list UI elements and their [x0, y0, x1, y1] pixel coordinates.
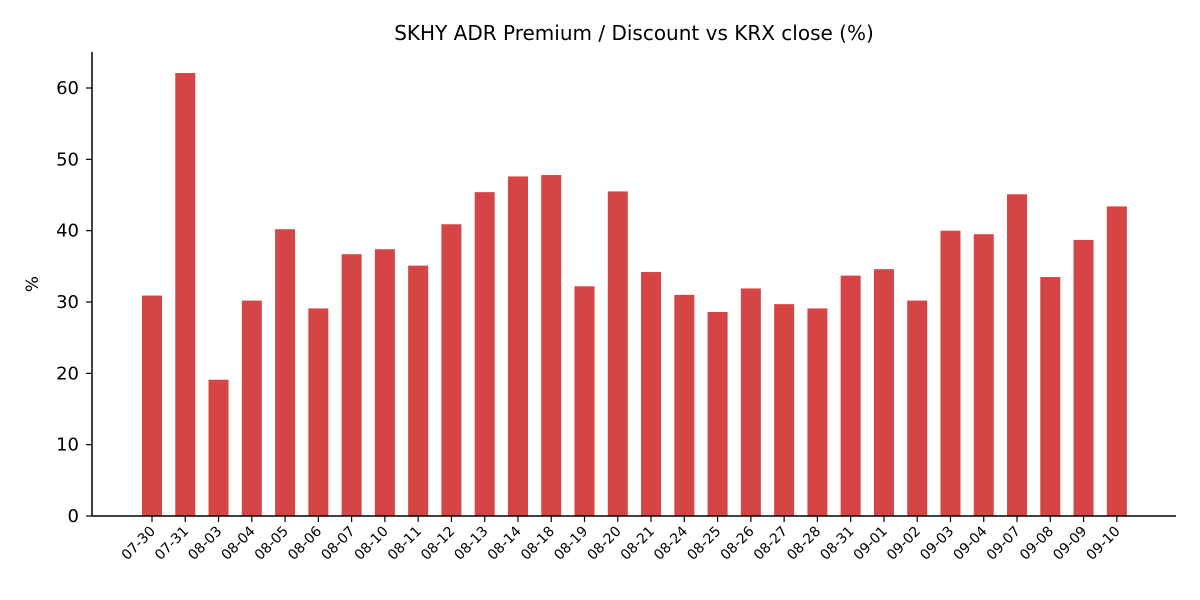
x-tick-label: 08-20 [585, 524, 625, 564]
bar-08-14 [507, 176, 528, 516]
bar-09-03 [940, 230, 961, 517]
bar-08-26 [740, 288, 761, 516]
bar-08-11 [408, 265, 429, 516]
x-tick-label: 08-24 [651, 523, 691, 563]
x-tick-label: 08-19 [551, 524, 591, 564]
x-tick-label: 08-13 [451, 524, 491, 564]
bar-08-05 [275, 229, 296, 517]
x-tick-label: 09-07 [984, 524, 1024, 564]
bar-08-27 [774, 304, 795, 516]
bar-08-19 [574, 286, 595, 516]
y-tick-label: 60 [56, 78, 79, 99]
bar-09-10 [1106, 206, 1127, 516]
bar-08-04 [241, 300, 262, 516]
bar-09-08 [1040, 277, 1061, 516]
bar-08-21 [641, 272, 662, 516]
bar-08-12 [441, 224, 462, 516]
y-tick-label: 30 [56, 292, 79, 313]
x-tick-label: 08-04 [219, 523, 259, 563]
x-tick-label: 08-12 [418, 524, 458, 564]
x-tick-label: 09-04 [950, 523, 990, 563]
bar-08-06 [308, 308, 329, 516]
y-axis-label: % [23, 276, 43, 292]
chart-title: SKHY ADR Premium / Discount vs KRX close… [394, 21, 874, 45]
bar-08-31 [840, 275, 861, 516]
x-tick-label: 08-03 [185, 524, 225, 564]
x-tick-label: 09-09 [1050, 524, 1090, 564]
x-tick-label: 08-18 [518, 524, 558, 564]
x-tick-label: 08-26 [718, 523, 758, 563]
x-tick-label: 07-30 [119, 524, 159, 564]
x-tick-label: 09-10 [1084, 524, 1124, 564]
x-tick-label: 08-06 [285, 523, 325, 563]
x-tick-label: 08-31 [817, 524, 857, 564]
y-tick-label: 40 [56, 221, 79, 242]
x-tick-label: 08-27 [751, 524, 791, 564]
x-ticks-group: 07-3007-3108-0308-0408-0508-0608-0708-10… [119, 516, 1124, 564]
y-ticks-group: 0 10 20 30 40 50 60 [56, 78, 92, 527]
y-tick-label: 20 [56, 363, 79, 384]
bar-09-09 [1073, 239, 1094, 516]
bars-group [142, 73, 1127, 517]
x-tick-label: 08-14 [485, 523, 525, 563]
bar-08-28 [807, 308, 828, 516]
x-tick-label: 09-02 [884, 524, 924, 564]
x-tick-label: 09-08 [1017, 524, 1057, 564]
x-tick-label: 09-03 [917, 524, 957, 564]
x-tick-label: 08-05 [252, 524, 292, 564]
bar-08-07 [341, 254, 362, 516]
x-tick-label: 07-31 [152, 524, 192, 564]
x-tick-label: 08-25 [684, 524, 724, 564]
bar-09-07 [1007, 194, 1028, 517]
bar-08-20 [607, 191, 628, 516]
x-tick-label: 08-10 [352, 524, 392, 564]
x-tick-label: 08-28 [784, 524, 824, 564]
x-tick-label: 08-21 [618, 524, 658, 564]
bar-08-03 [208, 379, 229, 516]
bar-09-02 [907, 300, 928, 516]
x-tick-label: 09-01 [851, 524, 891, 564]
bar-09-01 [873, 269, 894, 516]
bar-08-25 [707, 311, 728, 516]
x-tick-label: 08-11 [385, 524, 425, 564]
bar-08-10 [374, 249, 395, 516]
bar-07-31 [175, 73, 196, 517]
bar-08-24 [674, 294, 695, 516]
y-tick-label: 10 [56, 435, 79, 456]
bar-08-18 [541, 175, 562, 516]
y-tick-label: 50 [56, 149, 79, 170]
bar-07-30 [142, 295, 162, 516]
x-tick-label: 08-07 [318, 524, 358, 564]
y-tick-label: 0 [68, 506, 79, 527]
bar-08-13 [474, 192, 495, 516]
bar-09-04 [973, 234, 994, 517]
